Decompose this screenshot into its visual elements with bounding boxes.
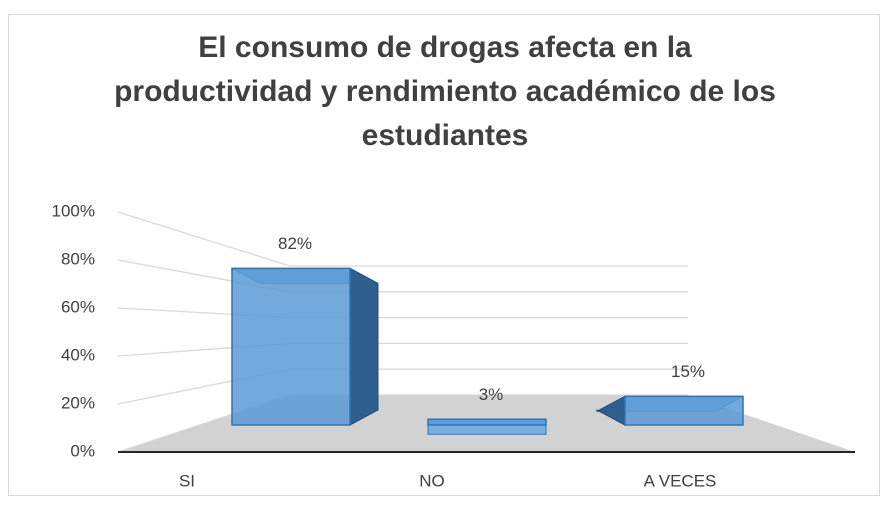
grid-line <box>117 342 688 357</box>
data-label: 15% <box>671 362 705 381</box>
y-tick-label: 0% <box>70 441 95 460</box>
x-tick-label: NO <box>419 471 445 490</box>
y-tick-label: 60% <box>61 297 95 316</box>
y-tick-label: 20% <box>61 393 95 412</box>
chart-title: El consumo de drogas afecta en la produc… <box>114 31 776 152</box>
bar-side <box>349 267 379 426</box>
bar-front <box>427 418 547 426</box>
data-label: 82% <box>278 234 312 253</box>
x-tick-label: SI <box>179 471 195 490</box>
grid-line <box>117 211 688 267</box>
y-tick-label: 100% <box>52 201 95 220</box>
grid-line <box>117 259 688 293</box>
bar <box>427 418 547 435</box>
y-tick-label: 40% <box>61 345 95 364</box>
bar-front <box>231 267 351 426</box>
y-tick-label: 80% <box>61 249 95 268</box>
x-tick-label: A VECES <box>644 471 717 490</box>
bar <box>231 267 379 426</box>
bar-front <box>624 395 744 426</box>
bar <box>596 395 744 426</box>
data-label: 3% <box>479 385 504 404</box>
grid-line <box>117 307 688 319</box>
